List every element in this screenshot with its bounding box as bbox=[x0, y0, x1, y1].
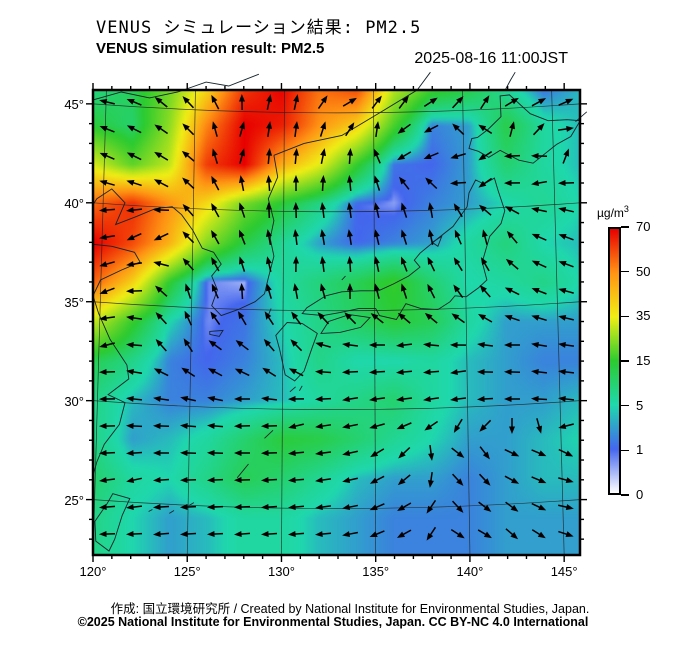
colorbar-tick-value: 1 bbox=[636, 442, 644, 458]
timestamp-label: 2025-08-16 11:00JST bbox=[414, 50, 568, 67]
colorbar-unit-base: µg/m bbox=[597, 206, 624, 220]
colorbar-tick-value: 0 bbox=[636, 487, 644, 502]
colorbar-tick-mark bbox=[621, 270, 629, 273]
lat-tick-label: 30° bbox=[64, 393, 84, 409]
lon-tick-label: 145° bbox=[550, 564, 578, 579]
colorbar-gradient bbox=[608, 227, 621, 495]
map-overlay-coastlines-grid-wind bbox=[86, 71, 588, 562]
colorbar-tick-mark bbox=[621, 226, 629, 228]
colorbar-tick-value: 70 bbox=[636, 219, 651, 234]
pm25-heatmap-canvas bbox=[93, 90, 580, 555]
page-title-japanese: VENUS シミュレーション結果: PM2.5 bbox=[96, 18, 422, 38]
credit-line: 作成: 国立環境研究所 / Created by National Instit… bbox=[110, 602, 590, 616]
colorbar-tick-value: 35 bbox=[636, 308, 651, 324]
lat-tick-label: 25° bbox=[64, 492, 84, 508]
colorbar-tick-value: 5 bbox=[636, 397, 644, 413]
page-title-english: VENUS simulation result: PM2.5 bbox=[96, 40, 325, 57]
lon-tick-label: 135° bbox=[362, 564, 390, 579]
lon-tick-label: 120° bbox=[79, 564, 107, 579]
colorbar-tick-value: 50 bbox=[636, 263, 651, 279]
colorbar-tick-labels: 70 50 35 15 5 1 0 bbox=[608, 219, 668, 502]
map-plot-area bbox=[86, 71, 588, 562]
lon-tick-label: 140° bbox=[456, 564, 484, 579]
lon-tick-label: 125° bbox=[173, 564, 201, 579]
license-line: ©2025 National Institute for Environment… bbox=[77, 615, 589, 629]
colorbar-tick-mark bbox=[621, 315, 629, 318]
colorbar-tick-value: 15 bbox=[636, 353, 651, 368]
colorbar-unit-exponent: 3 bbox=[623, 204, 629, 214]
colorbar-tick-mark bbox=[621, 360, 629, 362]
lon-tick-label: 130° bbox=[268, 564, 295, 579]
lat-tick-label: 40° bbox=[64, 195, 84, 211]
colorbar-tick-mark bbox=[621, 404, 629, 407]
colorbar-unit-label: µg/m3 bbox=[597, 204, 629, 220]
colorbar-tick-mark bbox=[621, 449, 629, 452]
lat-tick-label: 45° bbox=[64, 96, 84, 112]
lat-tick-label: 35° bbox=[64, 294, 84, 310]
colorbar-tick-mark bbox=[621, 494, 629, 496]
